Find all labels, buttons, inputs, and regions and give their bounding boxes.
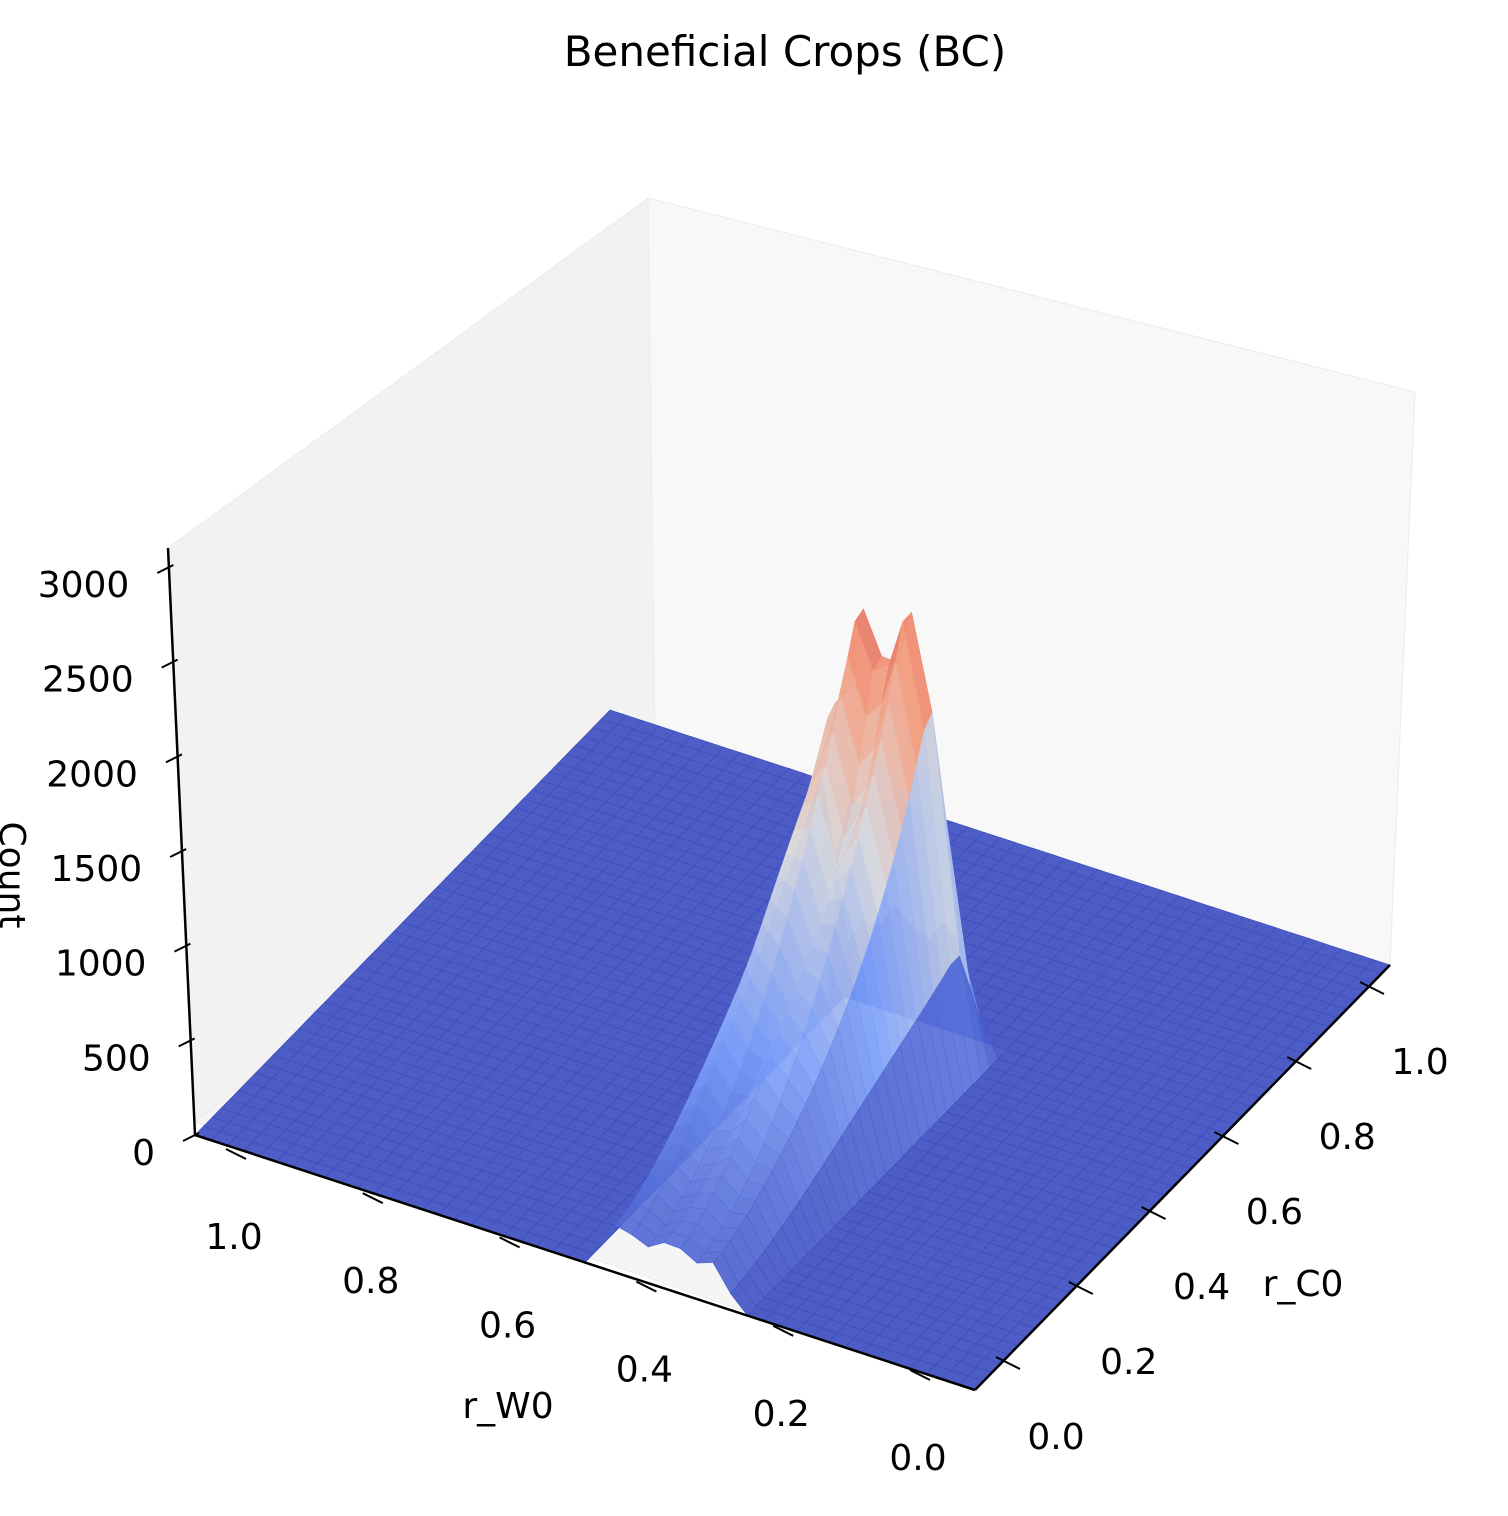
y-tick-label: 0.4	[1173, 1267, 1230, 1308]
x-tick-label: 0.8	[342, 1261, 399, 1302]
z-tick-label: 2000	[46, 754, 138, 795]
z-tick-label: 0	[132, 1133, 155, 1174]
axis-labels: r_W0 r_C0 Count	[0, 822, 1343, 1427]
y-axis-label: r_C0	[1263, 1264, 1344, 1305]
z-tick	[178, 1037, 196, 1048]
z-tick	[174, 942, 191, 953]
y-tick	[1213, 1131, 1239, 1145]
y-tick	[1068, 1281, 1094, 1295]
z-tick	[182, 1132, 200, 1142]
x-tick	[499, 1236, 521, 1249]
x-tick	[635, 1280, 657, 1293]
x-tick	[362, 1192, 384, 1205]
z-tick	[169, 848, 187, 858]
z-tick-label: 2500	[42, 660, 134, 701]
y-tick	[1359, 981, 1385, 995]
title-group: Beneficial Crops (BC)	[564, 27, 1007, 76]
x-tick-label: 0.2	[753, 1394, 810, 1435]
y-tick	[995, 1356, 1021, 1370]
z-tick	[156, 564, 174, 574]
z-tick-label: 500	[82, 1038, 151, 1079]
x-axis-line	[194, 1133, 976, 1392]
x-tick-label: 0.4	[616, 1350, 673, 1391]
z-tick	[165, 753, 183, 764]
z-tick-label: 1500	[51, 849, 143, 890]
z-tick-label: 3000	[38, 565, 130, 606]
y-tick-label: 1.0	[1391, 1042, 1448, 1083]
z-axis-line	[166, 547, 197, 1136]
y-axis-line	[974, 964, 1391, 1391]
x-tick-label: 0.0	[889, 1438, 946, 1479]
y-tick	[1141, 1206, 1167, 1220]
y-tick	[1286, 1056, 1312, 1070]
x-tick-label: 1.0	[205, 1217, 262, 1258]
x-tick	[772, 1324, 794, 1337]
x-tick	[909, 1369, 931, 1381]
y-tick-label: 0.6	[1246, 1192, 1303, 1233]
surface-layer	[194, 608, 1391, 1391]
y-tick-label: 0.2	[1100, 1342, 1157, 1383]
chart-title: Beneficial Crops (BC)	[564, 27, 1007, 76]
y-tick-label: 0.0	[1027, 1417, 1084, 1458]
axes-layer: 0.0 0.2 0.4 0.6 0.8 1.0 0.0 0.2 0.4 0.6 0.8 1.0 0 500…	[38, 547, 1449, 1479]
z-tick-label: 1000	[55, 944, 147, 985]
z-axis-label: Count	[0, 822, 32, 929]
x-tick-label: 0.6	[479, 1305, 536, 1346]
x-tick	[225, 1148, 247, 1160]
y-tick-label: 0.8	[1319, 1117, 1376, 1158]
x-axis-label: r_W0	[462, 1386, 553, 1427]
z-tick	[161, 658, 179, 669]
